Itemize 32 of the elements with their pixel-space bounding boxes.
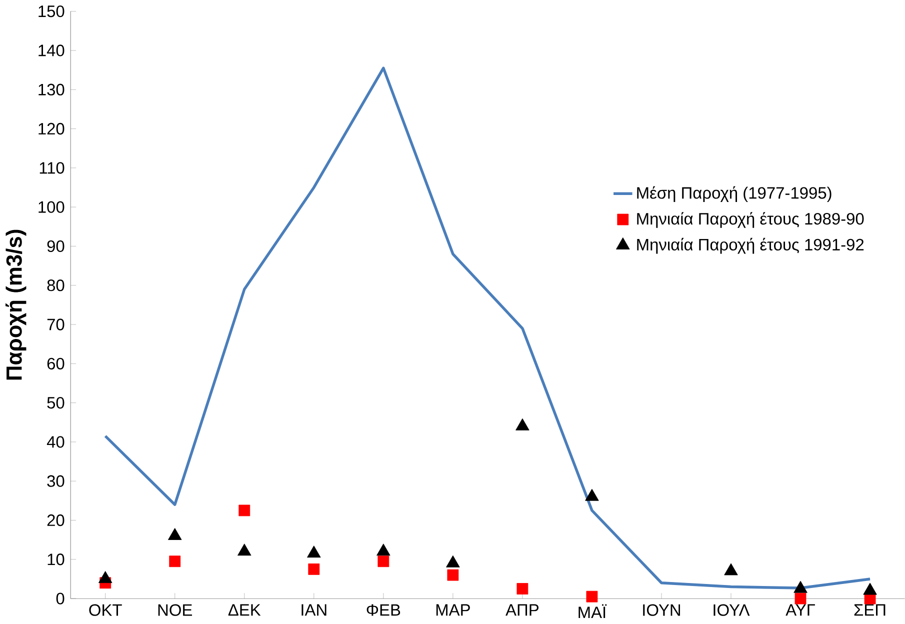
y-tick-label: 40 — [46, 436, 64, 448]
y-tick-label: 150 — [38, 6, 64, 18]
y-tick-label: 100 — [38, 201, 64, 214]
y-tick-label: 130 — [38, 84, 64, 96]
y-tick-label: 120 — [38, 123, 64, 135]
x-tick-label: ΦΕΒ — [366, 604, 400, 616]
x-tick-label: ΑΠΡ — [506, 604, 538, 616]
y-tick-label: 90 — [47, 240, 64, 252]
x-tick-label: ΙΟΥΛ — [714, 604, 750, 616]
y-tick-label: 140 — [38, 44, 64, 57]
legend-label: Μηνιαία Παροχή έτους 1991-92 — [637, 238, 864, 254]
y-tick-label: 0 — [56, 592, 64, 605]
x-tick-label: ΝΟΕ — [158, 604, 192, 616]
y-axis-title: Παροχή (m3/s) — [5, 230, 26, 380]
x-tick-label: ΑΥΓ — [786, 604, 815, 616]
x-tick-label: ΔΕΚ — [228, 604, 261, 616]
x-tick-label: ΙΟΥΝ — [643, 604, 680, 616]
y-tick-label: 80 — [47, 280, 64, 292]
y-tick-label: 60 — [47, 358, 64, 370]
y-tick-label: 110 — [40, 162, 64, 174]
x-tick-label: ΟΚΤ — [89, 604, 122, 616]
x-tick-label: ΙΑΝ — [302, 604, 326, 616]
x-tick-label: ΜΑΪ — [578, 604, 607, 618]
y-tick-label: 50 — [47, 397, 64, 409]
x-tick-label: ΜΑΡ — [436, 604, 470, 616]
legend-label: Μηνιαία Παροχή έτους 1989-90 — [637, 212, 864, 228]
legend-label: Μέση Παροχή (1977-1995) — [637, 186, 832, 202]
y-tick-label: 30 — [47, 476, 64, 488]
y-tick-label: 20 — [47, 514, 64, 526]
y-tick-label: 10 — [48, 554, 64, 566]
x-tick-label: ΣΕΠ — [854, 604, 886, 616]
y-tick-label: 70 — [47, 318, 64, 331]
